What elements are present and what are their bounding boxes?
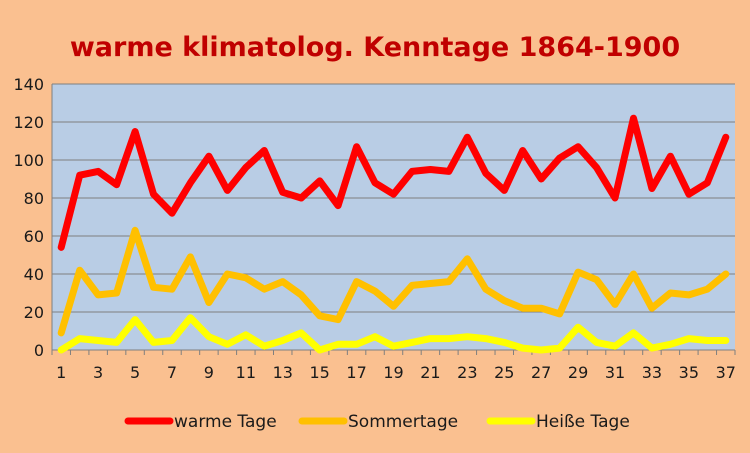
x-tick-label: 35: [679, 363, 699, 382]
y-tick-label: 20: [24, 303, 44, 322]
x-tick-label: 9: [204, 363, 214, 382]
series-line-sommertage: [57, 226, 730, 337]
series-line-heiße-tage: [57, 314, 730, 354]
series-lines: [57, 114, 730, 354]
x-tick-label: 19: [383, 363, 403, 382]
x-tick-label: 11: [236, 363, 256, 382]
y-tick-label: 140: [13, 75, 44, 94]
x-tick-label: 1: [56, 363, 66, 382]
x-tick-label: 17: [346, 363, 366, 382]
x-tick-label: 21: [420, 363, 440, 382]
x-tick-label: 33: [642, 363, 662, 382]
y-tick-label: 100: [13, 151, 44, 170]
y-tick-label: 40: [24, 265, 44, 284]
legend-label: Sommertage: [348, 412, 458, 432]
legend-label: Heiße Tage: [536, 412, 630, 432]
x-tick-label: 37: [716, 363, 736, 382]
chart-title: warme klimatolog. Kenntage 1864-1900: [70, 32, 680, 63]
legend-label: warme Tage: [174, 412, 277, 432]
legend: warme Tage Sommertage Heiße Tage: [124, 412, 630, 432]
x-tick-label: 3: [93, 363, 103, 382]
series-line-warme-tage: [57, 114, 730, 251]
x-tick-label: 13: [273, 363, 293, 382]
x-tick-label: 27: [531, 363, 551, 382]
x-tick-label: 25: [494, 363, 514, 382]
x-tick-label: 15: [309, 363, 329, 382]
x-tick-label: 31: [605, 363, 625, 382]
x-tick-label: 29: [568, 363, 588, 382]
y-tick-label: 80: [24, 189, 44, 208]
y-tick-label: 60: [24, 227, 44, 246]
x-tick-label: 23: [457, 363, 477, 382]
y-tick-label: 120: [13, 113, 44, 132]
x-tick-label: 5: [130, 363, 140, 382]
y-tick-label: 0: [34, 341, 44, 360]
x-tick-label: 7: [167, 363, 177, 382]
